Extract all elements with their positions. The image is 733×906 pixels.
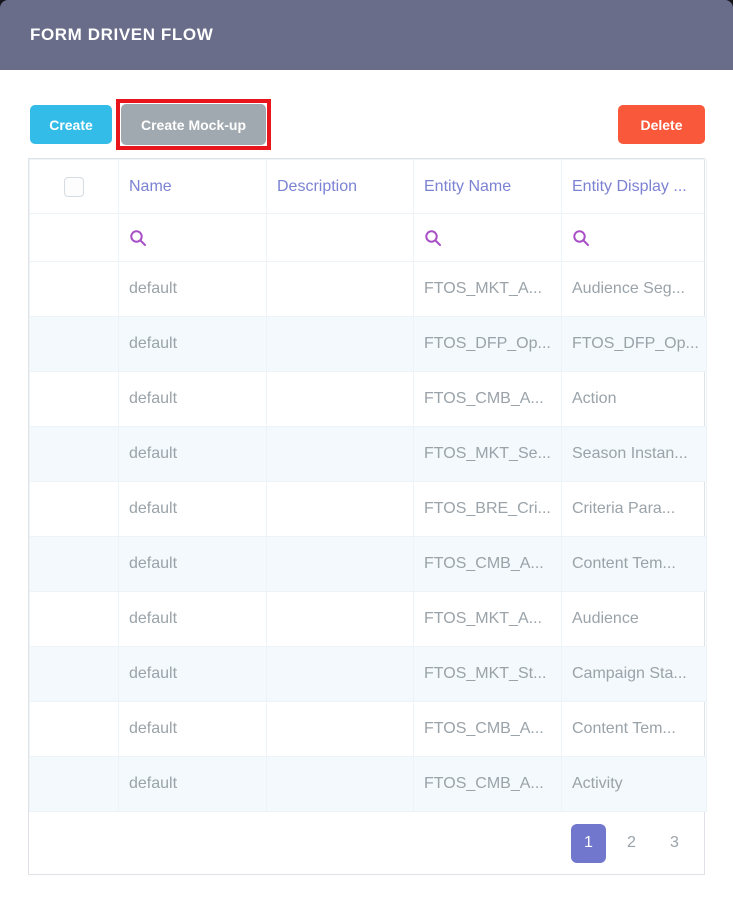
cell-entity-name: FTOS_MKT_Se... [413,426,562,482]
row-select-cell [29,261,119,317]
table-row[interactable]: default FTOS_MKT_Se... Season Instan... [29,426,707,482]
cell-description [266,536,414,592]
table-row[interactable]: default FTOS_CMB_A... Activity [29,756,707,812]
row-select-cell [29,481,119,537]
cell-description [266,316,414,372]
data-grid: Name Description Entity Name Entity Disp… [28,158,707,875]
grid-header-row: Name Description Entity Name Entity Disp… [29,159,707,214]
cell-entity-display: Audience Seg... [561,261,707,317]
table-body: default FTOS_MKT_A... Audience Seg... defau… [29,261,707,812]
cell-name: default [118,261,267,317]
page-button-3[interactable]: 3 [670,834,679,851]
filter-cell-description [266,213,414,262]
filter-input-name[interactable] [118,213,267,262]
cell-entity-display: Campaign Sta... [561,646,707,702]
cell-name: default [118,591,267,647]
table-row[interactable]: default FTOS_MKT_St... Campaign Sta... [29,646,707,702]
search-icon [425,229,441,246]
column-header-name[interactable]: Name [118,159,267,214]
row-select-cell [29,426,119,482]
select-all-cell [29,159,119,214]
cell-entity-name: FTOS_CMB_A... [413,756,562,812]
table-row[interactable]: default FTOS_CMB_A... Content Tem... [29,536,707,592]
table-row[interactable]: default FTOS_MKT_A... Audience [29,591,707,647]
cell-entity-name: FTOS_MKT_St... [413,646,562,702]
column-header-entity-name[interactable]: Entity Name [413,159,562,214]
column-header-description[interactable]: Description [266,159,414,214]
row-select-cell [29,646,119,702]
search-icon [130,229,146,246]
cell-entity-display: Activity [561,756,707,812]
delete-button[interactable]: Delete [618,105,705,144]
table-row[interactable]: default FTOS_MKT_A... Audience Seg... [29,261,707,317]
cell-entity-name: FTOS_MKT_A... [413,261,562,317]
header-background: FORM DRIVEN FLOW [0,0,733,70]
page-button-1[interactable]: 1 [571,823,606,863]
cell-name: default [118,701,267,757]
table-row[interactable]: default FTOS_BRE_Cri... Criteria Para... [29,481,707,537]
cell-description [266,371,414,427]
row-select-cell [29,371,119,427]
cell-entity-name: FTOS_CMB_A... [413,371,562,427]
cell-entity-display: Season Instan... [561,426,707,482]
page-header: FORM DRIVEN FLOW [0,0,733,70]
cell-name: default [118,646,267,702]
cell-entity-display: Content Tem... [561,536,707,592]
search-icon [573,229,589,246]
create-mockup-button[interactable]: Create Mock-up [121,104,266,145]
filter-row [29,213,707,262]
filter-cell-empty [29,213,119,262]
column-header-entity-display[interactable]: Entity Display ... [561,159,707,214]
cell-description [266,756,414,812]
table-row[interactable]: default FTOS_CMB_A... Content Tem... [29,701,707,757]
cell-entity-name: FTOS_MKT_A... [413,591,562,647]
row-select-cell [29,536,119,592]
cell-description [266,481,414,537]
cell-entity-display: Criteria Para... [561,481,707,537]
page-button-2[interactable]: 2 [627,834,636,851]
cell-name: default [118,316,267,372]
table-row[interactable]: default FTOS_DFP_Op... FTOS_DFP_Op... [29,316,707,372]
cell-description [266,426,414,482]
cell-entity-name: FTOS_CMB_A... [413,536,562,592]
cell-entity-display: Content Tem... [561,701,707,757]
cell-entity-display: Action [561,371,707,427]
filter-input-entity-display[interactable] [561,213,707,262]
cell-entity-name: FTOS_DFP_Op... [413,316,562,372]
cell-name: default [118,371,267,427]
cell-description [266,701,414,757]
page-title: FORM DRIVEN FLOW [30,25,214,44]
cell-description [266,591,414,647]
cell-description [266,646,414,702]
cell-name: default [118,481,267,537]
cell-entity-name: FTOS_CMB_A... [413,701,562,757]
row-select-cell [29,316,119,372]
cell-entity-display: FTOS_DFP_Op... [561,316,707,372]
cell-name: default [118,756,267,812]
row-select-cell [29,591,119,647]
row-select-cell [29,701,119,757]
filter-input-entity-name[interactable] [413,213,562,262]
cell-description [266,261,414,317]
select-all-checkbox[interactable] [64,176,84,197]
cell-entity-name: FTOS_BRE_Cri... [413,481,562,537]
cell-name: default [118,426,267,482]
toolbar: Create Create Mock-up Delete [28,98,705,151]
table-row[interactable]: default FTOS_CMB_A... Action [29,371,707,427]
create-button[interactable]: Create [30,105,112,144]
cell-entity-display: Audience [561,591,707,647]
annotation-highlight-box: Create Mock-up [116,99,271,150]
row-select-cell [29,756,119,812]
cell-name: default [118,536,267,592]
pagination: 1 2 3 [29,812,704,874]
